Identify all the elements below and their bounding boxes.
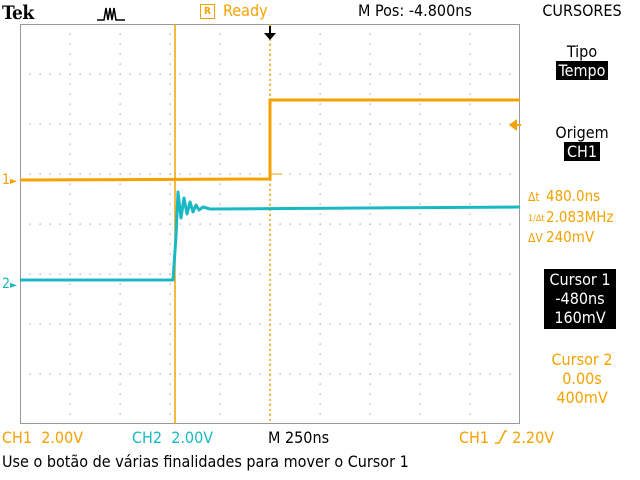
cursor2-voltage: 400mV [556,388,608,407]
trigger-readout: CH1 2.20V [459,428,555,447]
cursor-readouts: Δt 480.0ns 1/Δt2.083MHz ΔV 240mV [528,186,614,248]
cursor1-voltage: 160mV [554,308,606,327]
cursor2-title: Cursor 2 [551,350,613,369]
ch1-ground-marker: 1► [2,172,17,188]
acquisition-status: R Ready [200,1,268,20]
trigger-level-icon [509,119,521,131]
delta-t-readout: Δt 480.0ns [528,187,601,205]
ch2-scale-readout: CH2 2.00V [132,428,214,447]
trigger-position-icon [264,26,276,40]
menu-type[interactable]: Tipo Tempo [524,42,640,80]
rising-edge-icon [494,430,507,444]
menu-source[interactable]: Origem CH1 [524,123,640,161]
ch1-scale-readout: CH1 2.00V [2,428,84,447]
delta-icon: ΔV [528,231,543,245]
reciprocal-delta-icon: 1/Δt [528,214,545,224]
menu-source-label: Origem [555,123,609,142]
inv-delta-t-readout: 1/Δt2.083MHz [528,208,614,226]
menu-title: CURSORES [542,1,622,20]
status-text: Ready [223,1,268,20]
delta-v-readout: ΔV 240mV [528,228,595,246]
cursor1-time: -480ns [555,289,605,308]
run-state-icon: R [200,4,215,19]
ch1-waveform [20,98,520,182]
waveform-display [20,24,520,424]
menu-cursor1[interactable]: Cursor 1 -480ns 160mV [544,269,616,329]
graticule-grid [20,24,520,424]
horizontal-position-readout: M Pos: -4.800ns [358,1,472,20]
timebase-readout: M 250ns [268,428,330,447]
brand-logo: Tek [2,2,34,24]
menu-source-value: CH1 [563,142,601,161]
menu-type-value: Tempo [555,61,609,80]
acquire-waveform-icon [97,7,125,21]
delta-icon: Δt [528,190,540,204]
ch2-waveform [20,190,520,282]
menu-type-label: Tipo [566,42,598,61]
help-message: Use o botão de várias finalidades para m… [2,452,409,471]
cursor1-title: Cursor 1 [549,270,611,289]
ch2-ground-marker: 2► [2,276,17,292]
menu-cursor2[interactable]: Cursor 2 0.00s 400mV [524,350,640,407]
cursor2-time: 0.00s [562,369,602,388]
